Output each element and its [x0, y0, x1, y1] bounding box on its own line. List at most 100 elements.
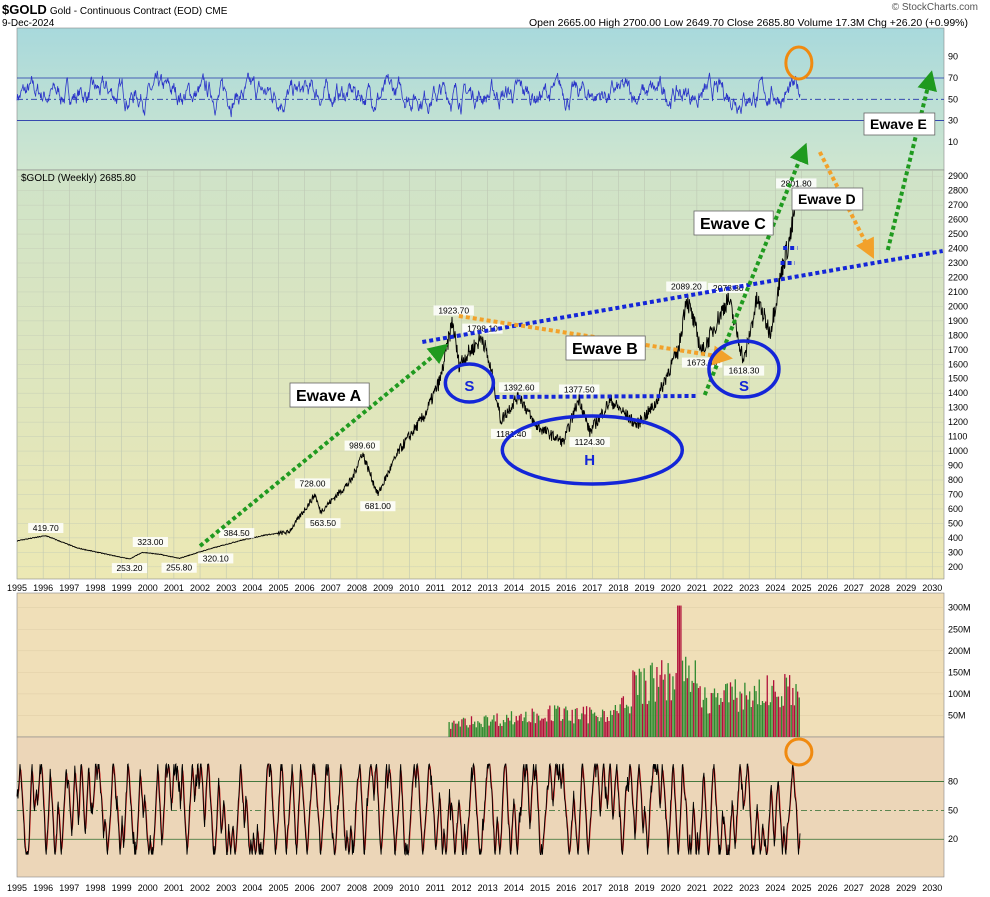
volume-bar	[472, 724, 474, 737]
volume-bar	[712, 693, 714, 737]
volume-bar	[474, 721, 476, 737]
volume-bar	[563, 708, 565, 737]
x-tick-label-price: 2021	[687, 583, 707, 593]
volume-bar	[694, 660, 696, 737]
price-y-tick-label: 1700	[948, 345, 968, 355]
x-tick-label-bottom: 2012	[452, 883, 472, 893]
price-label-group: 419.70	[28, 523, 64, 534]
price-label-group: 323.00	[132, 537, 168, 548]
volume-bar	[672, 676, 674, 737]
ewave-d-label: Ewave D	[798, 191, 856, 207]
volume-bar	[470, 716, 473, 737]
x-tick-label-bottom: 2021	[687, 883, 707, 893]
ewave-e-box: Ewave E	[863, 112, 936, 136]
volume-bar	[608, 720, 610, 737]
price-y-tick-label: 2900	[948, 171, 968, 181]
volume-bar	[761, 701, 764, 737]
volume-bar	[627, 706, 629, 737]
price-label-group: 1618.30	[723, 365, 765, 376]
ewave-e-label: Ewave E	[870, 116, 927, 132]
rsi-line	[16, 70, 801, 118]
volume-bar	[760, 704, 762, 737]
price-y-tick-label: 2200	[948, 272, 968, 282]
x-tick-label-bottom: 2005	[268, 883, 288, 893]
volume-bar	[499, 723, 501, 737]
volume-bar	[558, 707, 561, 737]
volume-bar	[522, 721, 524, 737]
volume-y-tick-label: 300M	[948, 603, 971, 613]
volume-bar	[574, 708, 577, 737]
price-label-bg	[433, 305, 474, 316]
volume-bar	[731, 686, 733, 737]
volume-bar	[547, 709, 549, 737]
volume-bar	[798, 697, 800, 737]
volume-bar	[683, 681, 685, 737]
left-shoulder-circle	[443, 362, 496, 404]
volume-bar	[490, 721, 492, 737]
x-tick-label-bottom: 2000	[138, 883, 158, 893]
volume-bar	[701, 707, 703, 737]
x-tick-label-bottom: 2022	[713, 883, 733, 893]
x-tick-label-bottom: 2002	[190, 883, 210, 893]
x-tick-label-price: 2028	[870, 583, 890, 593]
price-label: 255.80	[166, 563, 192, 573]
volume-bar	[488, 725, 490, 737]
x-tick-label-bottom: 2026	[818, 883, 838, 893]
price-label-group: 1124.30	[569, 437, 610, 448]
price-label: 253.20	[116, 563, 142, 573]
volume-bar	[737, 711, 740, 737]
volume-bar	[673, 689, 676, 737]
volume-bar	[659, 674, 661, 737]
volume-bar	[531, 708, 533, 737]
ewave-a-box: Ewave A	[289, 382, 370, 408]
volume-bar	[512, 724, 514, 737]
price-label: 419.70	[33, 523, 59, 533]
volume-bar	[697, 688, 700, 737]
volume-bar	[590, 709, 593, 737]
volume-bar	[699, 686, 701, 737]
price-y-tick-label: 1900	[948, 316, 968, 326]
ewave-d-arrow	[818, 151, 874, 259]
volume-bar	[763, 702, 765, 737]
volume-bar	[528, 721, 530, 737]
volume-bar	[638, 668, 641, 737]
volume-bar	[630, 706, 633, 737]
volume-bar	[584, 714, 586, 737]
x-tick-label-bottom: 2001	[164, 883, 184, 893]
stockcharts-watermark: © StockCharts.com	[891, 2, 978, 13]
price-label: 989.60	[349, 441, 375, 451]
volume-bar	[496, 713, 498, 737]
ewave-c-box-bg	[693, 210, 774, 236]
volume-bar	[689, 691, 692, 737]
volume-bar	[462, 717, 465, 737]
ewave-a-box-bg	[289, 382, 370, 408]
volume-bar	[459, 726, 461, 737]
x-tick-label-bottom: 2025	[791, 883, 811, 893]
x-tick-label-bottom: 2014	[504, 883, 524, 893]
volume-bar	[609, 710, 612, 737]
volume-y-tick-label: 200M	[948, 646, 971, 656]
volume-bar	[568, 720, 570, 737]
volume-bar	[504, 722, 506, 737]
volume-bar	[501, 725, 503, 737]
rsi-y-tick-label: 10	[948, 137, 958, 147]
price-y-tick-label: 900	[948, 461, 963, 471]
volume-bar	[656, 667, 658, 737]
volume-bar	[643, 668, 645, 737]
volume-bar	[637, 694, 639, 737]
price-label-bg	[559, 384, 600, 395]
volume-bar	[515, 716, 517, 737]
price-label-group: 2801.80	[776, 178, 817, 189]
volume-bar	[693, 682, 695, 737]
price-y-tick-label: 2100	[948, 287, 968, 297]
price-label-bg	[132, 537, 168, 548]
x-tick-label-bottom: 1998	[85, 883, 105, 893]
x-tick-label-price: 1996	[33, 583, 53, 593]
volume-bar	[478, 722, 481, 737]
volume-bar	[702, 699, 704, 737]
price-label-bg	[360, 501, 396, 512]
price-label-bg	[462, 323, 503, 334]
volume-bar	[485, 715, 487, 737]
volume-bar	[549, 705, 551, 737]
ewave-b-box-bg	[565, 335, 646, 361]
